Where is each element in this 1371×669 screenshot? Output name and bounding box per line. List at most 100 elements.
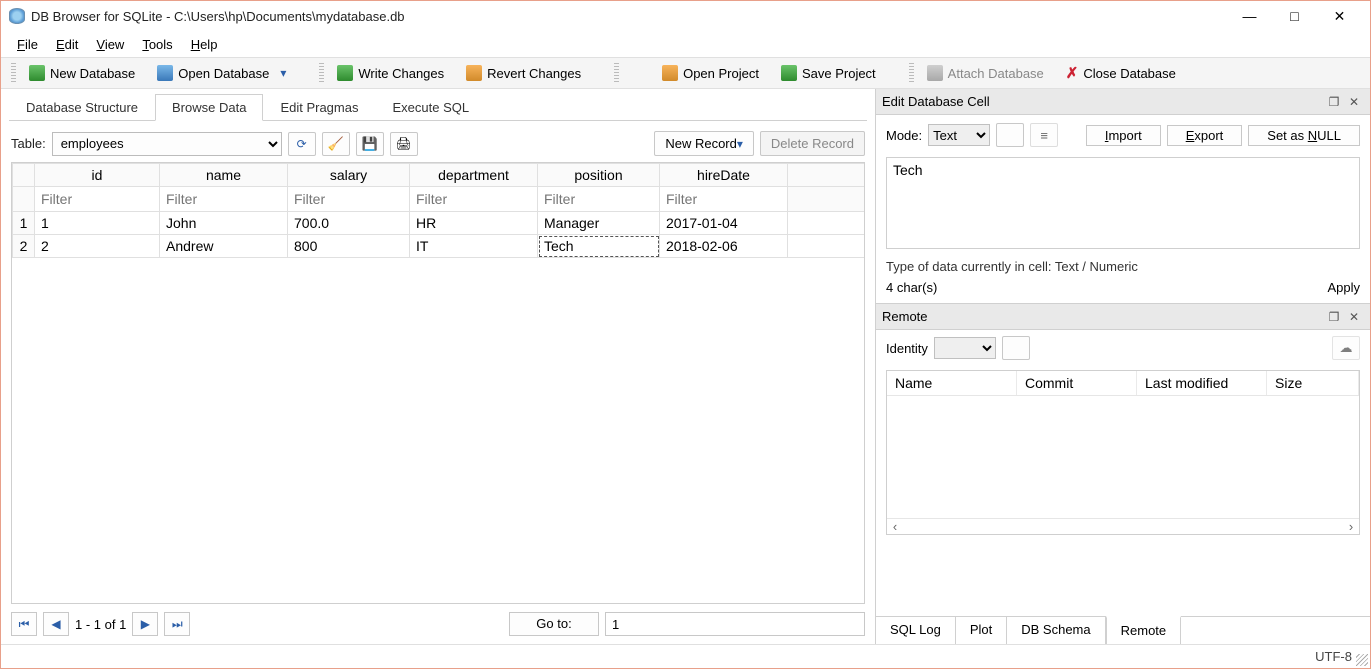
pager-first-button[interactable]: ⏮ xyxy=(11,612,37,636)
menu-edit[interactable]: Edit xyxy=(48,35,86,54)
table-select[interactable]: employees xyxy=(52,132,282,156)
apply-button[interactable]: Apply xyxy=(1327,280,1360,295)
filter-input-position[interactable] xyxy=(538,187,659,211)
remote-col-commit[interactable]: Commit xyxy=(1017,371,1137,395)
cloud-upload-icon: ☁ xyxy=(1340,340,1353,356)
revert-changes-label: Revert Changes xyxy=(487,66,581,81)
open-project-button[interactable]: Open Project xyxy=(653,61,768,85)
data-cell[interactable]: Tech xyxy=(538,235,660,258)
remote-push-button[interactable]: ☁ xyxy=(1332,336,1360,360)
data-cell[interactable]: John xyxy=(160,212,288,235)
attach-database-button[interactable]: Attach Database xyxy=(918,60,1053,86)
menu-file[interactable]: File xyxy=(9,35,46,54)
data-cell[interactable]: 800 xyxy=(288,235,410,258)
col-header[interactable]: salary xyxy=(288,164,410,187)
filter-input-name[interactable] xyxy=(160,187,287,211)
data-cell[interactable]: IT xyxy=(410,235,538,258)
save-project-label: Save Project xyxy=(802,66,876,81)
tab-execute-sql[interactable]: Execute SQL xyxy=(375,94,486,121)
resize-handle-icon[interactable] xyxy=(1356,654,1368,666)
revert-changes-button[interactable]: Revert Changes xyxy=(457,61,590,85)
identity-select[interactable] xyxy=(934,337,996,359)
menu-help[interactable]: Help xyxy=(183,35,226,54)
print-button[interactable]: 🖨 xyxy=(390,132,418,156)
new-database-button[interactable]: New Database xyxy=(20,61,144,85)
clear-filters-button[interactable]: 🧹 xyxy=(322,132,350,156)
tab-remote[interactable]: Remote xyxy=(1106,616,1182,644)
filter-input-hiredate[interactable] xyxy=(660,187,787,211)
col-header[interactable]: hireDate xyxy=(660,164,788,187)
table-row[interactable]: 11John700.0HRManager2017-01-04 xyxy=(13,212,865,235)
set-null-button[interactable]: Set as NULL xyxy=(1248,125,1360,146)
auto-mode-button[interactable] xyxy=(996,123,1024,147)
open-database-dropdown-icon: ▾ xyxy=(280,66,286,80)
goto-input[interactable] xyxy=(605,612,865,636)
cell-value-box[interactable]: Tech xyxy=(886,157,1360,249)
write-changes-button[interactable]: Write Changes xyxy=(328,61,453,85)
col-header[interactable]: id xyxy=(35,164,160,187)
row-header[interactable]: 1 xyxy=(13,212,35,235)
pager-next-button[interactable]: ▶ xyxy=(132,612,158,636)
edit-cell-panel: Edit Database Cell ❐ ✕ Mode: Text ≡ Impo… xyxy=(876,89,1370,303)
edit-cell-close-button[interactable]: ✕ xyxy=(1344,95,1364,109)
tab-db-schema[interactable]: DB Schema xyxy=(1007,617,1105,644)
close-button[interactable]: ✕ xyxy=(1317,2,1362,30)
remote-col-modified[interactable]: Last modified xyxy=(1137,371,1267,395)
minimize-button[interactable]: — xyxy=(1227,2,1272,30)
data-cell[interactable]: Manager xyxy=(538,212,660,235)
edit-cell-float-button[interactable]: ❐ xyxy=(1324,95,1344,109)
tab-edit-pragmas[interactable]: Edit Pragmas xyxy=(263,94,375,121)
remote-col-name[interactable]: Name xyxy=(887,371,1017,395)
remote-scrollbar[interactable]: ‹› xyxy=(887,518,1359,534)
identity-refresh-button[interactable] xyxy=(1002,336,1030,360)
delete-record-button[interactable]: Delete Record xyxy=(760,131,865,156)
scroll-right-icon[interactable]: › xyxy=(1343,519,1359,534)
col-header[interactable]: position xyxy=(538,164,660,187)
remote-close-button[interactable]: ✕ xyxy=(1344,310,1364,324)
export-button[interactable]: Export xyxy=(1167,125,1243,146)
menu-view[interactable]: View xyxy=(88,35,132,54)
data-cell[interactable]: Andrew xyxy=(160,235,288,258)
indent-button[interactable]: ≡ xyxy=(1030,123,1058,147)
row-header[interactable]: 2 xyxy=(13,235,35,258)
pager-prev-button[interactable]: ◀ xyxy=(43,612,69,636)
data-cell[interactable]: 2017-01-04 xyxy=(660,212,788,235)
tab-browse-data[interactable]: Browse Data xyxy=(155,94,263,121)
open-database-button[interactable]: Open Database▾ xyxy=(148,61,295,85)
tab-database-structure[interactable]: Database Structure xyxy=(9,94,155,121)
pager-last-button[interactable]: ⏭ xyxy=(164,612,190,636)
maximize-button[interactable]: □ xyxy=(1272,2,1317,30)
close-database-button[interactable]: ✗Close Database xyxy=(1057,60,1185,86)
data-cell[interactable]: 2018-02-06 xyxy=(660,235,788,258)
filter-input-department[interactable] xyxy=(410,187,537,211)
save-table-button[interactable]: 💾 xyxy=(356,132,384,156)
menu-tools[interactable]: Tools xyxy=(134,35,180,54)
new-record-button[interactable]: New Record▾ xyxy=(654,131,754,156)
tab-plot[interactable]: Plot xyxy=(956,617,1007,644)
edit-cell-title: Edit Database Cell xyxy=(882,94,1324,109)
remote-toolbar: Identity ☁ xyxy=(876,330,1370,366)
data-cell[interactable]: 1 xyxy=(35,212,160,235)
remote-table-container: Name Commit Last modified Size ‹› xyxy=(886,370,1360,535)
data-cell[interactable]: HR xyxy=(410,212,538,235)
col-header[interactable]: name xyxy=(160,164,288,187)
pager: ⏮ ◀ 1 - 1 of 1 ▶ ⏭ Go to: xyxy=(11,604,865,636)
close-database-label: Close Database xyxy=(1083,66,1176,81)
table-row[interactable]: 22Andrew800ITTech2018-02-06 xyxy=(13,235,865,258)
refresh-button[interactable]: ⟳ xyxy=(288,132,316,156)
data-cell[interactable]: 700.0 xyxy=(288,212,410,235)
mode-select[interactable]: Text xyxy=(928,124,990,146)
col-header[interactable]: department xyxy=(410,164,538,187)
remote-float-button[interactable]: ❐ xyxy=(1324,310,1344,324)
filter-input-salary[interactable] xyxy=(288,187,409,211)
data-cell[interactable]: 2 xyxy=(35,235,160,258)
tab-sql-log[interactable]: SQL Log xyxy=(876,617,956,644)
table-filter-row xyxy=(13,187,865,212)
remote-col-size[interactable]: Size xyxy=(1267,371,1359,395)
save-project-icon xyxy=(781,65,797,81)
save-project-button[interactable]: Save Project xyxy=(772,61,885,85)
scroll-left-icon[interactable]: ‹ xyxy=(887,519,903,534)
import-button[interactable]: Import xyxy=(1086,125,1161,146)
filter-input-id[interactable] xyxy=(35,187,159,211)
status-bar: UTF-8 xyxy=(1,644,1370,668)
